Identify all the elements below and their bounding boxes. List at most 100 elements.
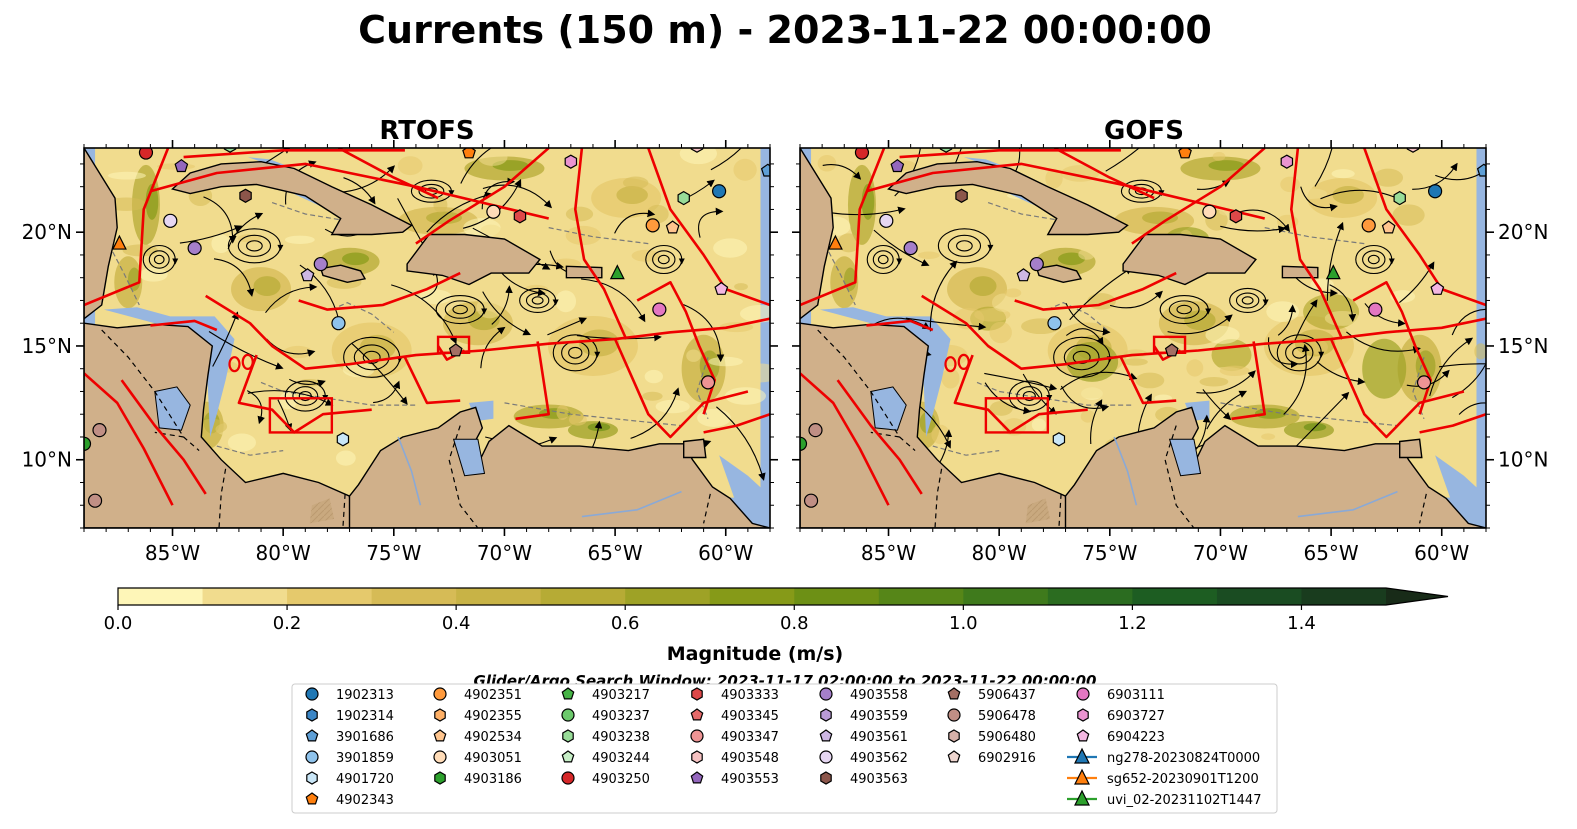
speed-patch — [679, 148, 717, 165]
speed-core — [1208, 160, 1245, 171]
legend-label: 4903562 — [850, 751, 908, 766]
streamline — [1202, 389, 1232, 421]
speed-core — [426, 211, 463, 225]
eddy-streamline — [298, 390, 312, 402]
streamline — [1435, 169, 1486, 181]
eez-islet — [957, 353, 970, 370]
speed-patch — [211, 234, 231, 254]
speed-patch — [192, 263, 203, 280]
argo-float-marker — [652, 302, 667, 317]
legend-entry: 4903244 — [561, 750, 650, 766]
argo-float-marker — [223, 148, 237, 153]
speed-patch — [1080, 410, 1096, 423]
eddy-arrow — [678, 258, 685, 265]
speed-patch — [343, 294, 371, 303]
depth-contour — [331, 302, 395, 333]
speed-patch — [914, 235, 952, 252]
streamline — [1268, 337, 1299, 369]
eez-islet — [944, 356, 957, 373]
land-trinidad — [683, 438, 707, 459]
lat-tick-label: 15°N — [22, 334, 72, 358]
depth-contour — [1264, 227, 1365, 245]
eddy-streamline — [872, 250, 894, 269]
river — [397, 436, 422, 506]
argo-float-marker — [87, 493, 103, 508]
speed-patch — [1280, 176, 1300, 193]
streamline — [905, 317, 987, 331]
streamline — [480, 326, 506, 369]
speed-patch — [697, 408, 731, 427]
argo-float-marker — [700, 375, 716, 390]
streamline — [1300, 186, 1338, 212]
speed-patch — [397, 156, 423, 176]
streamline — [213, 258, 255, 297]
legend-entry: 6903111 — [1076, 687, 1165, 703]
lon-tick-label: 60°W — [1414, 541, 1469, 565]
colorbar-segment — [540, 588, 626, 605]
colorbar-segment — [709, 588, 795, 605]
argo-float-marker — [448, 343, 463, 357]
legend-entry: 6904223 — [1076, 729, 1165, 745]
argo-float-marker — [1368, 302, 1383, 317]
speed-patch — [1045, 168, 1063, 189]
legend-entry: 4903051 — [433, 750, 522, 766]
streamline — [1412, 162, 1458, 190]
eddy-streamline — [877, 254, 889, 265]
legend-label: 3901686 — [336, 730, 394, 745]
argo-float-marker — [1406, 148, 1420, 153]
legend-label: 4903347 — [721, 730, 779, 745]
eddy-streamline — [237, 234, 272, 257]
argo-float-marker — [1052, 432, 1066, 447]
legend-marker — [820, 771, 832, 785]
argo-float-marker — [564, 154, 578, 169]
legend-label: 4903244 — [592, 751, 650, 766]
argo-float-marker — [1393, 190, 1406, 206]
legend: 1902313 1902314 3901686 3901859 4901720 49023… — [291, 683, 1278, 814]
speed-patch — [480, 224, 502, 236]
argo-float-marker — [854, 148, 870, 160]
eddy-streamline — [1176, 304, 1192, 315]
eddy-streamline — [452, 304, 468, 315]
speed-patch — [952, 307, 985, 330]
depth-contour — [504, 402, 682, 427]
legend-entry: 4903562 — [819, 750, 908, 766]
eddy-arrow — [987, 244, 994, 251]
lon-tick-label: 85°W — [145, 541, 200, 565]
legend-entry: 6902916 — [947, 750, 1036, 766]
speed-patch — [655, 399, 690, 414]
speed-patch — [917, 251, 940, 259]
streamline — [1196, 370, 1256, 394]
eddy-streamline — [153, 254, 165, 265]
eez-boundary — [1053, 148, 1155, 200]
speed-patch — [1072, 387, 1108, 399]
speed-patch — [622, 176, 649, 190]
speed-patch — [1261, 433, 1276, 440]
speed-core — [1058, 252, 1086, 266]
streamline — [203, 196, 237, 244]
legend-label: 1902313 — [336, 688, 394, 703]
eddy-streamline — [652, 250, 676, 269]
legend-label: 4903238 — [592, 730, 650, 745]
streamline — [1316, 361, 1366, 386]
panel-title-rtofs: RTOFS — [379, 116, 474, 146]
river — [1297, 490, 1398, 518]
streamline — [716, 406, 766, 481]
speed-patch — [708, 356, 743, 367]
legend-marker — [306, 771, 318, 785]
streamline — [1326, 221, 1344, 301]
eez-boundary — [1231, 341, 1266, 421]
legend-entry: 3901686 — [305, 729, 394, 745]
lat-tick-label: 15°N — [1498, 334, 1548, 358]
colorbar-segment — [202, 588, 288, 605]
eez-boundary — [1119, 356, 1177, 405]
legend-label: 6903111 — [1107, 688, 1165, 703]
argo-float-marker — [486, 204, 501, 219]
streamline — [351, 343, 408, 405]
legend-label: 6904223 — [1107, 730, 1165, 745]
streamline — [1167, 314, 1233, 335]
legend-label: 3901859 — [336, 751, 394, 766]
legend-label: 4903250 — [592, 772, 650, 787]
legend-entry: 4903186 — [434, 771, 522, 787]
eddy-arrow — [594, 351, 601, 358]
eddy-streamline — [947, 234, 982, 257]
